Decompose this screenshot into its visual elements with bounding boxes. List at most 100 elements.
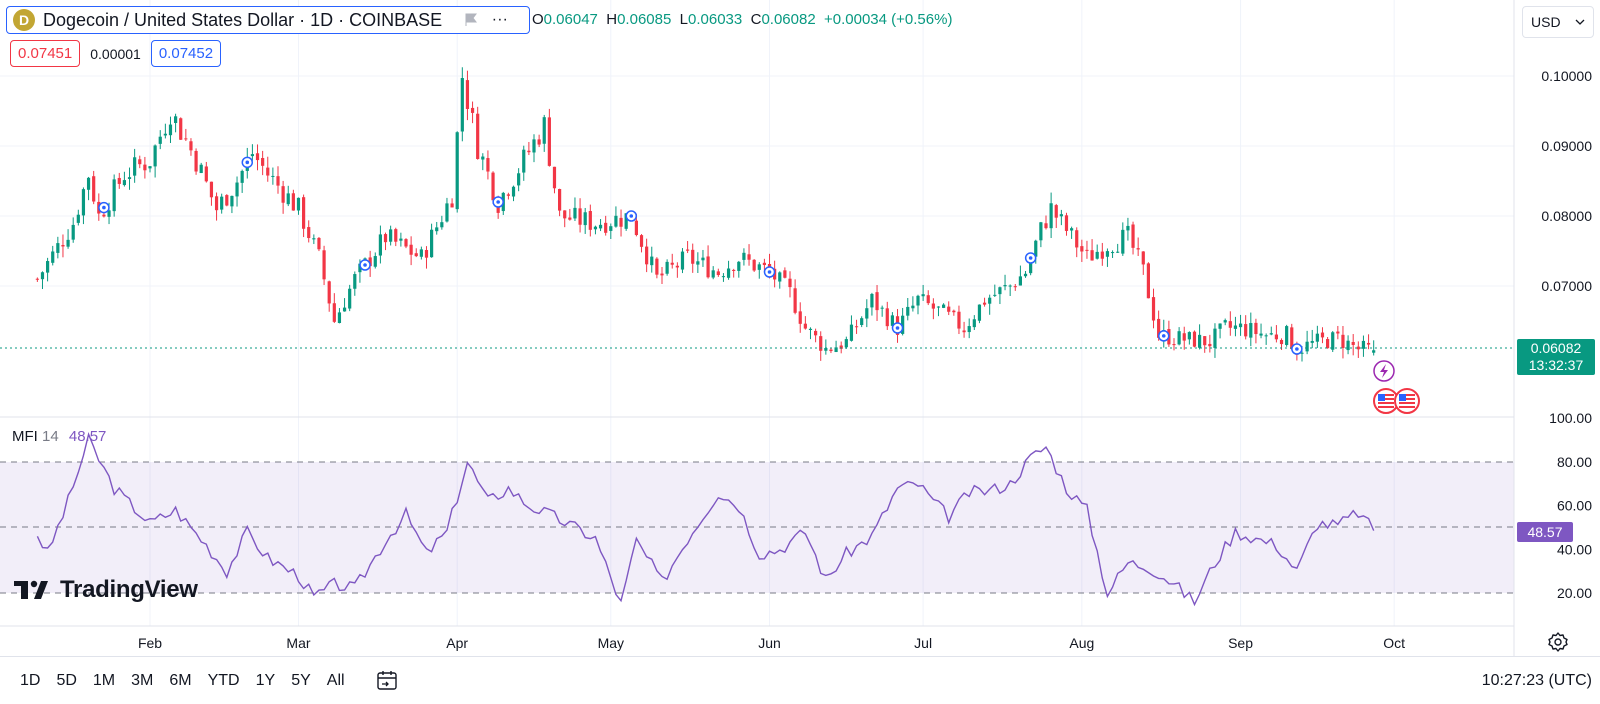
candle — [547, 108, 551, 167]
candle — [1121, 222, 1125, 256]
candle — [122, 171, 126, 187]
range-1d-button[interactable]: 1D — [12, 666, 48, 696]
time-label-may: May — [598, 635, 624, 651]
candle — [573, 197, 577, 222]
more-icon[interactable]: ∙∙∙ — [492, 11, 509, 28]
candle — [1080, 239, 1084, 262]
candle — [158, 130, 162, 150]
range-3m-button[interactable]: 3M — [123, 666, 161, 696]
candle — [491, 171, 495, 204]
candle — [696, 252, 700, 274]
lightning-icon[interactable] — [1373, 360, 1395, 382]
candle — [578, 198, 582, 233]
event-marker-icon[interactable] — [98, 201, 110, 214]
event-marker-icon[interactable] — [891, 322, 904, 334]
utc-clock[interactable]: 10:27:23 (UTC) — [1481, 672, 1592, 689]
mfi-axis[interactable]: 100.00 80.00 60.00 40.00 20.00 — [1549, 410, 1592, 601]
candle — [1151, 288, 1156, 329]
candle — [138, 155, 142, 169]
symbol-title[interactable]: Dogecoin / United States Dollar · 1D · C… — [43, 9, 443, 30]
event-marker-icon[interactable] — [241, 156, 254, 169]
event-marker-icon[interactable] — [1291, 343, 1303, 355]
candle — [348, 284, 352, 312]
candle — [609, 223, 613, 240]
range-1y-button[interactable]: 1Y — [248, 666, 284, 696]
go-to-date-button[interactable] — [371, 666, 403, 696]
candle — [854, 319, 859, 334]
candle — [798, 302, 802, 333]
candle — [921, 284, 925, 301]
event-marker-icon[interactable] — [359, 259, 371, 271]
event-marker-icon[interactable] — [763, 266, 776, 278]
candle — [1085, 240, 1089, 259]
tradingview-logo[interactable]: TradingView — [14, 576, 198, 604]
mfi-axis-label: 80.00 — [1557, 454, 1592, 470]
price-axis[interactable]: 0.10000 0.09000 0.08000 0.07000 — [1541, 68, 1592, 294]
time-axis[interactable]: Feb Mar Apr May Jun Jul Aug Sep Oct — [138, 635, 1405, 651]
range-all-button[interactable]: All — [319, 666, 353, 696]
flag-icon[interactable] — [464, 13, 478, 27]
candle — [414, 248, 418, 258]
candle — [793, 279, 797, 315]
candle — [947, 301, 951, 316]
candle — [230, 195, 234, 214]
candle — [916, 294, 920, 315]
event-marker-icon[interactable] — [492, 196, 504, 208]
candle — [957, 305, 961, 335]
candle — [465, 70, 470, 121]
candle — [1305, 330, 1309, 355]
mfi-legend[interactable]: MFI 14 48.57 — [12, 428, 106, 445]
low-label: L — [679, 11, 689, 28]
candle — [1090, 239, 1094, 261]
candle — [1264, 333, 1268, 345]
symbol-header[interactable]: D Dogecoin / United States Dollar · 1D ·… — [6, 6, 530, 34]
candle — [1341, 325, 1345, 359]
candle — [732, 268, 736, 278]
range-ytd-button[interactable]: YTD — [200, 666, 248, 696]
candle — [1274, 325, 1278, 343]
gear-icon[interactable] — [1546, 630, 1570, 654]
event-marker-icon[interactable] — [1024, 252, 1037, 264]
sell-button[interactable]: 0.07451 — [10, 40, 81, 67]
candle — [706, 245, 710, 279]
candle — [506, 192, 510, 200]
candle — [404, 238, 408, 249]
time-label-jun: Jun — [758, 635, 781, 651]
buy-button[interactable]: 0.07452 — [150, 40, 222, 67]
candle — [593, 225, 598, 235]
range-6m-button[interactable]: 6M — [161, 666, 199, 696]
currency-select[interactable]: USD — [1522, 6, 1594, 38]
candle — [389, 225, 393, 246]
candle — [220, 193, 224, 214]
candle — [409, 236, 413, 266]
candle — [911, 296, 915, 312]
candle — [865, 299, 869, 328]
candle — [737, 260, 741, 278]
candle — [1095, 244, 1099, 260]
candle — [588, 204, 592, 237]
us-flag-event-icon[interactable] — [1373, 388, 1420, 414]
candle — [906, 297, 910, 321]
candle — [1126, 217, 1130, 241]
range-1m-button[interactable]: 1M — [85, 666, 123, 696]
chart-canvas[interactable]: 0.10000 0.09000 0.08000 0.07000 100.00 80.00… — [0, 0, 1600, 656]
candle — [1187, 331, 1191, 345]
candle — [35, 277, 39, 282]
candle — [1320, 327, 1325, 344]
candle — [327, 280, 331, 312]
candle — [1249, 312, 1253, 347]
event-marker-icon[interactable] — [1158, 330, 1170, 342]
candle — [1105, 248, 1110, 267]
candle — [86, 176, 91, 201]
event-marker-icon[interactable] — [625, 210, 638, 222]
candle — [783, 267, 787, 279]
candle — [133, 148, 137, 183]
range-5d-button[interactable]: 5D — [48, 666, 84, 696]
candlestick-series[interactable] — [35, 67, 1376, 362]
candle — [998, 286, 1002, 305]
event-markers[interactable] — [98, 156, 1303, 355]
candle — [726, 260, 731, 280]
candle — [1192, 330, 1197, 348]
range-5y-button[interactable]: 5Y — [283, 666, 319, 696]
candle — [716, 268, 720, 277]
